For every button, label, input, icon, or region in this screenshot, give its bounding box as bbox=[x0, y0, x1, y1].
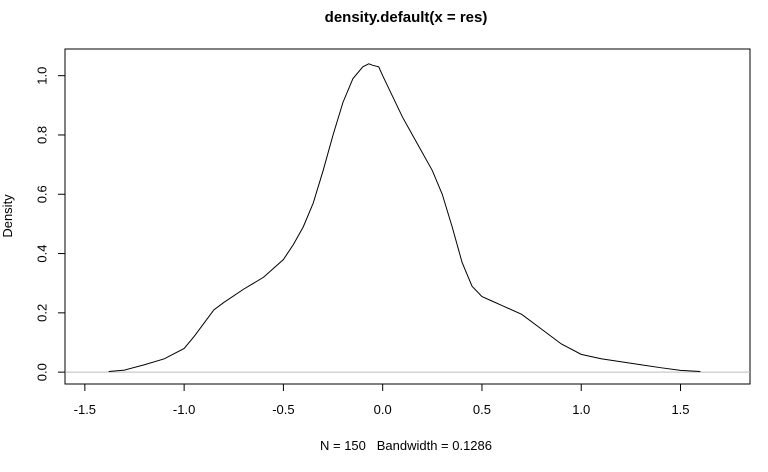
density-curve bbox=[108, 63, 701, 373]
x-axis-label: N = 150 Bandwidth = 0.1286 bbox=[320, 438, 492, 453]
x-tick-label: -1.0 bbox=[173, 402, 195, 417]
plot-frame bbox=[64, 48, 751, 385]
y-axis-label: Density bbox=[0, 194, 15, 238]
x-tick-label: -1.5 bbox=[74, 402, 96, 417]
y-tick-label: 0.2 bbox=[35, 304, 50, 322]
x-tick-label: 1.0 bbox=[572, 402, 590, 417]
x-tick-label: 0.0 bbox=[374, 402, 392, 417]
y-tick-label: 0.6 bbox=[35, 185, 50, 203]
x-tick-label: 1.5 bbox=[671, 402, 689, 417]
y-tick-label: 0.4 bbox=[35, 245, 50, 263]
y-tick-label: 0.8 bbox=[35, 126, 50, 144]
chart-title: density.default(x = res) bbox=[325, 9, 488, 26]
x-axis: -1.5 -1.0 -0.5 0.0 0.5 1.0 1.5 bbox=[74, 383, 690, 417]
x-tick-label: 0.5 bbox=[473, 402, 491, 417]
x-tick-label: -0.5 bbox=[272, 402, 294, 417]
y-tick-label: 1.0 bbox=[35, 67, 50, 85]
y-tick-label: 0.0 bbox=[35, 363, 50, 381]
y-axis: 0.0 0.2 0.4 0.6 0.8 1.0 bbox=[35, 67, 66, 381]
